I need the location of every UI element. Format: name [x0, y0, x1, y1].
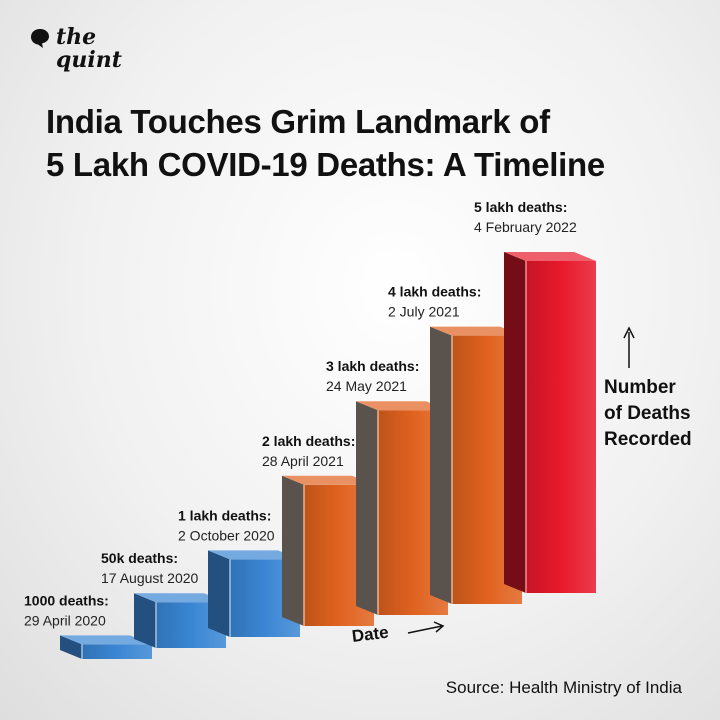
page-title: India Touches Grim Landmark of 5 Lakh CO…	[46, 100, 706, 186]
bar-side-face	[208, 550, 230, 637]
title-line-2: 5 Lakh COVID-19 Deaths: A Timeline	[46, 146, 605, 183]
source-note: Source: Health Ministry of India	[445, 678, 682, 697]
speech-bubble-icon	[31, 29, 49, 48]
bar-front-face	[526, 261, 596, 593]
y-axis-label-line-3: Recorded	[604, 429, 692, 450]
bar-top-face	[60, 635, 152, 645]
data-label-3: 1 lakh deaths:	[178, 507, 271, 523]
bar-7	[504, 252, 596, 593]
bar-front-face	[82, 644, 152, 659]
date-label-6: 2 July 2021	[388, 304, 460, 320]
logo-text-the: the	[56, 24, 97, 50]
y-axis-label-line-1: Number	[604, 377, 676, 398]
y-axis-label: Number of Deaths Recorded	[604, 375, 716, 453]
bar-top-face	[134, 593, 226, 603]
bar-side-face	[60, 635, 82, 659]
bar-side-face	[134, 593, 156, 648]
date-label-1: 29 April 2020	[24, 612, 106, 628]
bar-top-face	[430, 326, 522, 336]
bar-side-face	[356, 401, 378, 615]
title-line-1: India Touches Grim Landmark of	[46, 103, 550, 140]
data-label-4: 2 lakh deaths:	[262, 433, 355, 449]
bar-1	[60, 635, 152, 659]
data-label-7: 5 lakh deaths:	[474, 199, 567, 215]
date-label-5: 24 May 2021	[326, 378, 407, 394]
data-label-1: 1000 deaths:	[24, 592, 109, 608]
bar-side-face	[430, 326, 452, 604]
data-label-6: 4 lakh deaths:	[388, 284, 481, 300]
bar-top-face	[282, 475, 374, 485]
bar-side-face	[504, 252, 526, 593]
data-label-5: 3 lakh deaths:	[326, 358, 419, 374]
bar-side-face	[282, 475, 304, 626]
bar-2	[134, 593, 226, 648]
logo-text-quint: quint	[56, 47, 122, 73]
quint-logo: the quint	[30, 26, 140, 78]
bar-top-face	[504, 252, 596, 261]
bar-top-face	[208, 550, 300, 560]
date-label-3: 2 October 2020	[178, 527, 275, 543]
date-label-7: 4 February 2022	[474, 219, 577, 235]
y-axis-label-line-2: of Deaths	[604, 403, 691, 424]
date-label-2: 17 August 2020	[101, 570, 199, 586]
date-label-4: 28 April 2021	[262, 453, 344, 469]
bar-top-face	[356, 401, 448, 411]
data-label-2: 50k deaths:	[101, 550, 178, 566]
y-axis-arrow	[623, 326, 635, 368]
x-axis-arrow	[407, 621, 445, 634]
